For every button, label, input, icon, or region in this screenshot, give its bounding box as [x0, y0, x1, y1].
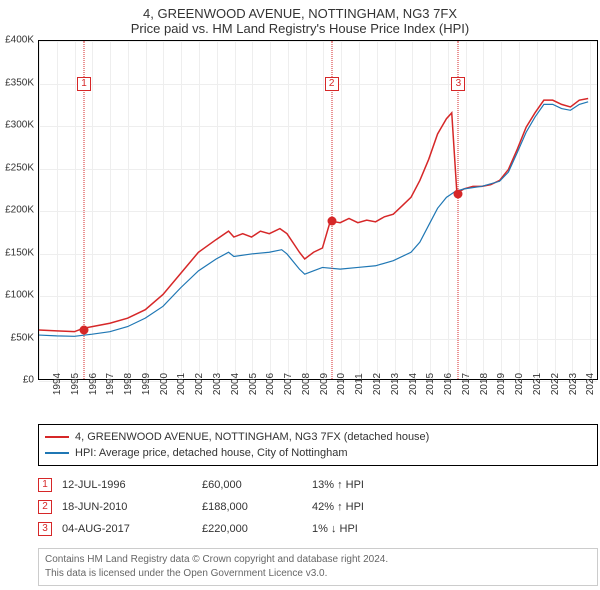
legend-label: 4, GREENWOOD AVENUE, NOTTINGHAM, NG3 7FX… [75, 429, 429, 445]
legend-row: HPI: Average price, detached house, City… [45, 445, 591, 461]
sale-marker-small: 1 [38, 478, 52, 492]
sale-marker-box: 2 [325, 77, 339, 91]
chart-title-line1: 4, GREENWOOD AVENUE, NOTTINGHAM, NG3 7FX [0, 6, 600, 21]
footnote: Contains HM Land Registry data © Crown c… [38, 548, 598, 586]
y-tick-label: £350K [0, 77, 34, 88]
sale-date: 12-JUL-1996 [62, 474, 192, 496]
y-tick-label: £200K [0, 205, 34, 216]
y-tick-label: £100K [0, 290, 34, 301]
y-tick-label: £150K [0, 247, 34, 258]
y-tick-label: £400K [0, 35, 34, 46]
y-tick-label: £50K [0, 332, 34, 343]
sales-row: 2 18-JUN-2010 £188,000 42% ↑ HPI [38, 496, 598, 518]
sale-price: £220,000 [202, 518, 302, 540]
footnote-line1: Contains HM Land Registry data © Crown c… [45, 553, 591, 567]
sales-row: 1 12-JUL-1996 £60,000 13% ↑ HPI [38, 474, 598, 496]
sales-row: 3 04-AUG-2017 £220,000 1% ↓ HPI [38, 518, 598, 540]
y-tick-label: £250K [0, 162, 34, 173]
sale-dot [454, 190, 463, 199]
series-hpi [39, 102, 588, 336]
sale-date: 18-JUN-2010 [62, 496, 192, 518]
footnote-line2: This data is licensed under the Open Gov… [45, 567, 591, 581]
sale-dot [79, 326, 88, 335]
chart-area: £0£50K£100K£150K£200K£250K£300K£350K£400… [38, 40, 598, 380]
legend-label: HPI: Average price, detached house, City… [75, 445, 348, 461]
plot-region: 1 2 3 [38, 40, 598, 380]
y-tick-label: £0 [0, 375, 34, 386]
chart-title-line2: Price paid vs. HM Land Registry's House … [0, 21, 600, 36]
sale-marker-box: 3 [451, 77, 465, 91]
sale-date: 04-AUG-2017 [62, 518, 192, 540]
sale-price: £60,000 [202, 474, 302, 496]
sale-marker-small: 2 [38, 500, 52, 514]
sale-marker-small: 3 [38, 522, 52, 536]
legend: 4, GREENWOOD AVENUE, NOTTINGHAM, NG3 7FX… [38, 424, 598, 466]
x-axis: 1994199519961997199819992000200120022003… [38, 382, 598, 418]
legend-row: 4, GREENWOOD AVENUE, NOTTINGHAM, NG3 7FX… [45, 429, 591, 445]
sale-dot [327, 217, 336, 226]
chart-lines-svg [39, 41, 597, 379]
sale-vline [458, 41, 459, 379]
sale-delta: 13% ↑ HPI [312, 474, 412, 496]
y-axis: £0£50K£100K£150K£200K£250K£300K£350K£400… [0, 40, 36, 380]
sale-delta: 1% ↓ HPI [312, 518, 412, 540]
sale-price: £188,000 [202, 496, 302, 518]
sale-delta: 42% ↑ HPI [312, 496, 412, 518]
chart-title-block: 4, GREENWOOD AVENUE, NOTTINGHAM, NG3 7FX… [0, 0, 600, 40]
legend-swatch [45, 436, 69, 438]
sales-table: 1 12-JUL-1996 £60,000 13% ↑ HPI 2 18-JUN-2010… [38, 474, 598, 540]
series-property [39, 98, 588, 331]
sale-vline [331, 41, 332, 379]
legend-swatch [45, 452, 69, 454]
y-tick-label: £300K [0, 120, 34, 131]
x-tick-label: 2025 [589, 373, 600, 395]
sale-marker-box: 1 [77, 77, 91, 91]
